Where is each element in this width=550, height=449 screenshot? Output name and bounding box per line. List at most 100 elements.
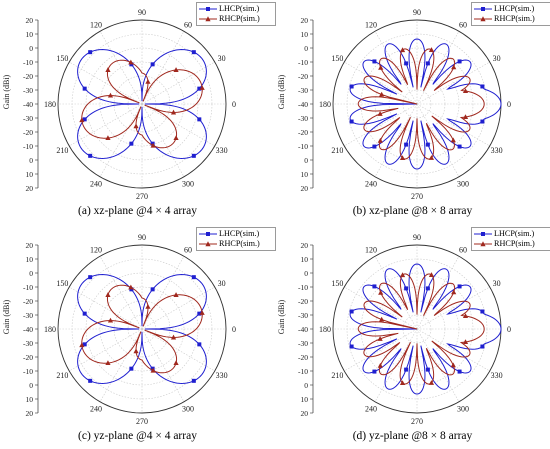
data-point	[428, 47, 435, 52]
radial-tick-label: -10	[298, 58, 308, 67]
series-line	[81, 59, 203, 149]
series-line	[81, 284, 203, 374]
grid-spoke	[141, 103, 185, 177]
angle-tick-label: 240	[90, 405, 102, 414]
legend-label: RHCP(sim.)	[219, 14, 260, 23]
polar-grid	[57, 244, 227, 414]
legend-swatch	[199, 232, 217, 236]
legend: LHCP(sim.) RHCP(sim.)	[196, 227, 276, 251]
radial-tick-label: -30	[298, 114, 308, 123]
data-point	[145, 78, 151, 84]
radial-tick-label: -30	[298, 339, 308, 348]
data-point	[457, 284, 462, 289]
radial-tick-label: -30	[23, 339, 33, 348]
radial-tick-label: 0	[29, 44, 33, 53]
legend-label: LHCP(sim.)	[219, 229, 260, 238]
radial-tick-label: -20	[23, 297, 33, 306]
angle-tick-label: 300	[457, 405, 469, 414]
legend-entry: RHCP(sim.)	[199, 14, 260, 24]
y-axis-label: Gain (dBi)	[2, 299, 11, 334]
data-point	[173, 67, 179, 72]
angle-tick-label: 60	[184, 20, 192, 29]
radial-tick-label: -10	[23, 283, 33, 292]
data-point	[377, 137, 383, 143]
data-point	[379, 91, 385, 97]
radial-tick-label: 10	[301, 255, 309, 264]
grid-spoke	[416, 103, 460, 177]
angle-tick-label: 330	[491, 146, 503, 155]
data-point	[170, 109, 177, 115]
data-point	[462, 313, 469, 319]
data-point	[197, 117, 202, 122]
angle-tick-label: 0	[232, 100, 236, 109]
data-point	[82, 342, 87, 347]
legend-label: RHCP(sim.)	[494, 14, 535, 23]
angle-tick-label: 270	[411, 192, 423, 201]
polar-chart: 0 30 60 90 120 150 180 210 240 270 300 330 20 10 0 -10 -…	[2, 233, 236, 426]
angle-tick-label: 240	[365, 405, 377, 414]
angle-tick-label: 90	[138, 8, 146, 17]
y-axis-label: Gain (dBi)	[2, 74, 11, 109]
series-line	[77, 274, 207, 384]
data-point	[349, 119, 354, 124]
radial-tick-label: 10	[26, 170, 34, 179]
radial-tick-label: -20	[298, 72, 308, 81]
data-point	[107, 92, 114, 98]
series-rhcp	[357, 47, 485, 161]
outer-ring	[57, 19, 227, 189]
data-point	[82, 117, 87, 122]
data-point	[105, 135, 111, 141]
grid-spoke	[141, 328, 215, 372]
series-lhcp	[77, 49, 207, 159]
radial-tick-label: 20	[26, 409, 34, 418]
data-point	[150, 141, 155, 146]
panel-b: 0 30 60 90 120 150 180 210 240 270 300 330 20 10 0 -10 -…	[275, 0, 550, 224]
data-point	[88, 153, 93, 158]
data-point	[197, 86, 202, 91]
panel-caption: (b) xz-plane @8 × 8 array	[352, 205, 473, 217]
angle-tick-label: 60	[459, 245, 467, 254]
grid-spoke	[416, 61, 490, 105]
grid-spoke	[416, 103, 490, 147]
angle-tick-label: 240	[365, 180, 377, 189]
series-rhcp	[79, 59, 205, 149]
data-point	[199, 310, 205, 315]
angle-tick-label: 30	[493, 54, 501, 63]
angle-tick-label: 210	[331, 146, 343, 155]
polar-chart: 0 30 60 90 120 150 180 210 240 270 300 330 20 10 0 -10 -…	[2, 8, 236, 201]
data-point	[462, 339, 469, 344]
grid-spoke	[416, 328, 460, 402]
radial-tick-label: -20	[23, 72, 33, 81]
legend-label: LHCP(sim.)	[494, 4, 535, 13]
angle-tick-label: 240	[90, 180, 102, 189]
data-point	[145, 303, 151, 309]
radial-tick-label: -10	[23, 142, 33, 151]
angle-tick-label: 90	[138, 233, 146, 242]
data-point	[349, 84, 354, 89]
radial-tick-label: 10	[26, 30, 34, 39]
radial-tick-label: -20	[23, 353, 33, 362]
radial-tick-label: 0	[29, 269, 33, 278]
grid-spoke	[141, 256, 185, 330]
radial-tick-label: 0	[29, 381, 33, 390]
angle-tick-label: 150	[56, 54, 68, 63]
grid-ring	[85, 272, 199, 386]
series-rhcp	[79, 284, 205, 374]
radial-tick-label: 10	[26, 395, 34, 404]
radial-tick-label: -40	[23, 100, 33, 109]
angle-tick-label: 60	[459, 20, 467, 29]
legend: LHCP(sim.) RHCP(sim.)	[471, 227, 550, 251]
legend-label: LHCP(sim.)	[219, 4, 260, 13]
radial-tick-label: 20	[301, 241, 309, 250]
radial-tick-label: 0	[304, 381, 308, 390]
data-point	[450, 362, 456, 368]
data-point	[82, 86, 87, 91]
angle-tick-label: 120	[365, 245, 377, 254]
grid-spoke	[344, 61, 418, 105]
data-point	[480, 344, 485, 349]
radial-tick-label: -40	[298, 325, 308, 334]
grid-spoke	[69, 61, 143, 105]
data-point	[173, 292, 179, 297]
angle-tick-label: 300	[182, 180, 194, 189]
data-point	[79, 342, 85, 348]
